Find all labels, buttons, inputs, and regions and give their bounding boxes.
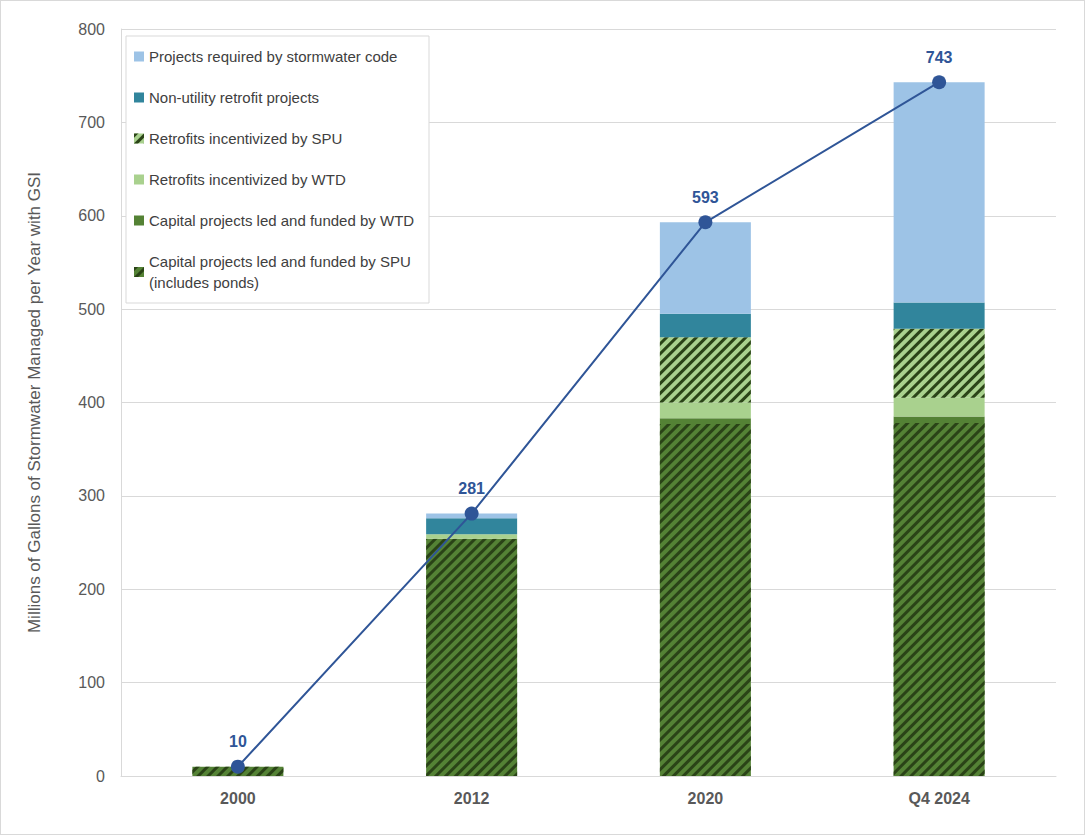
svg-text:0: 0 [96, 768, 105, 785]
svg-text:700: 700 [78, 114, 105, 131]
svg-text:Non-utility retrofit projects: Non-utility retrofit projects [149, 89, 319, 106]
svg-text:281: 281 [458, 480, 485, 497]
svg-text:500: 500 [78, 301, 105, 318]
svg-text:300: 300 [78, 487, 105, 504]
svg-text:800: 800 [78, 21, 105, 38]
svg-text:10: 10 [229, 733, 247, 750]
svg-text:Projects required by stormwate: Projects required by stormwater code [149, 48, 397, 65]
svg-text:Q4 2024: Q4 2024 [908, 790, 969, 807]
svg-text:600: 600 [78, 207, 105, 224]
svg-text:Capital projects led and funde: Capital projects led and funded by SPU [149, 253, 415, 270]
svg-text:Retrofits incentivized by SPU: Retrofits incentivized by SPU [149, 130, 342, 147]
svg-text:(includes ponds): (includes ponds) [149, 274, 259, 291]
svg-text:Millions of Gallons of Stormwa: Millions of Gallons of Stormwater Manage… [25, 172, 44, 633]
svg-text:593: 593 [692, 189, 719, 206]
svg-text:2000: 2000 [220, 790, 256, 807]
svg-text:Retrofits incentivized by WTD: Retrofits incentivized by WTD [149, 171, 346, 188]
svg-text:743: 743 [926, 49, 953, 66]
svg-text:100: 100 [78, 674, 105, 691]
svg-text:2012: 2012 [454, 790, 490, 807]
svg-text:400: 400 [78, 394, 105, 411]
svg-text:200: 200 [78, 581, 105, 598]
svg-text:2020: 2020 [688, 790, 724, 807]
svg-text:Capital projects led and funde: Capital projects led and funded by WTD [149, 212, 414, 229]
